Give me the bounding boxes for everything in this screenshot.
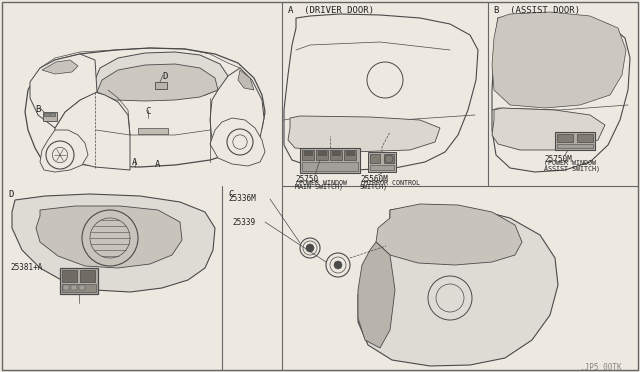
Text: 25750: 25750 — [295, 175, 318, 184]
Polygon shape — [358, 205, 558, 366]
Text: (MIRROR CONTROL: (MIRROR CONTROL — [360, 180, 420, 186]
Bar — [300, 148, 360, 173]
Polygon shape — [55, 92, 130, 170]
Polygon shape — [25, 48, 265, 167]
Polygon shape — [30, 54, 97, 128]
Polygon shape — [288, 116, 440, 152]
Bar — [50, 113, 55, 116]
Polygon shape — [492, 13, 630, 172]
Bar — [577, 134, 593, 142]
Text: SWITCH): SWITCH) — [360, 184, 388, 190]
Bar — [80, 270, 95, 282]
Polygon shape — [238, 70, 254, 90]
Text: D: D — [8, 190, 13, 199]
Polygon shape — [376, 204, 522, 265]
Bar — [155, 82, 167, 89]
Circle shape — [306, 244, 314, 252]
Text: (POWER WINDOW: (POWER WINDOW — [295, 180, 347, 186]
Text: B: B — [35, 105, 41, 114]
Bar — [302, 150, 314, 160]
Bar — [302, 162, 358, 171]
Bar — [316, 150, 328, 160]
Circle shape — [334, 261, 342, 269]
Polygon shape — [210, 68, 264, 155]
Bar — [346, 151, 354, 155]
Text: C: C — [145, 107, 150, 116]
Polygon shape — [284, 14, 478, 170]
Bar — [62, 270, 77, 282]
Bar — [62, 284, 96, 292]
Text: 25336M: 25336M — [228, 194, 256, 203]
Text: A: A — [132, 158, 138, 167]
Polygon shape — [12, 194, 215, 292]
Text: MAIN SWITCH): MAIN SWITCH) — [295, 184, 343, 190]
Text: .JP5 00TK: .JP5 00TK — [580, 363, 621, 372]
Text: 25381+A: 25381+A — [10, 263, 42, 272]
Bar — [557, 134, 573, 142]
Text: (POWER WINDOW: (POWER WINDOW — [544, 160, 596, 167]
Bar — [332, 151, 340, 155]
Bar — [557, 144, 593, 148]
Bar — [344, 150, 356, 160]
Polygon shape — [95, 52, 228, 99]
Polygon shape — [492, 108, 605, 150]
Bar — [384, 154, 394, 163]
Text: 25750M: 25750M — [544, 155, 572, 164]
Polygon shape — [97, 64, 218, 101]
Text: 25339: 25339 — [232, 218, 255, 227]
Bar — [43, 112, 57, 121]
Polygon shape — [36, 206, 182, 268]
Bar — [138, 128, 168, 134]
Bar — [60, 268, 98, 294]
Polygon shape — [210, 118, 265, 166]
Bar — [71, 285, 77, 290]
Polygon shape — [40, 130, 88, 172]
Text: 25560M: 25560M — [360, 175, 388, 184]
Text: B  (ASSIST DOOR): B (ASSIST DOOR) — [494, 6, 580, 15]
Polygon shape — [358, 242, 395, 348]
Polygon shape — [492, 12, 626, 108]
Bar — [370, 154, 380, 163]
Bar — [304, 151, 312, 155]
Bar — [63, 285, 69, 290]
Bar — [330, 150, 342, 160]
Bar — [370, 165, 394, 170]
Text: A: A — [156, 160, 161, 169]
Bar — [318, 151, 326, 155]
Bar — [79, 285, 85, 290]
Bar — [368, 152, 396, 172]
Polygon shape — [42, 60, 78, 74]
Text: A  (DRIVER DOOR): A (DRIVER DOOR) — [288, 6, 374, 15]
Bar — [44, 113, 49, 116]
Bar — [555, 132, 595, 150]
Text: D: D — [163, 72, 168, 81]
Text: C: C — [228, 190, 234, 199]
Text: ASSIST SWITCH): ASSIST SWITCH) — [544, 165, 600, 171]
